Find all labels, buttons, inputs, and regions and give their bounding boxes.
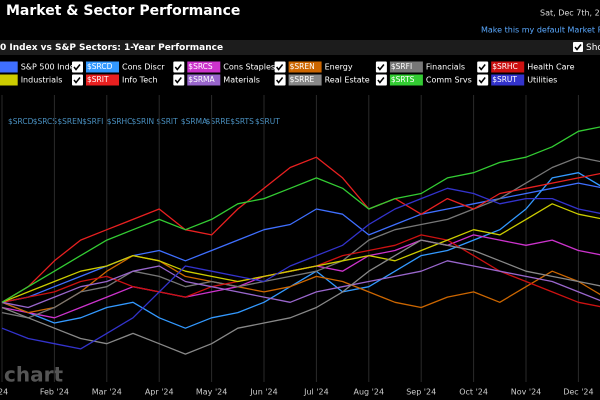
- chart-symbol: $SRMA: [181, 117, 208, 126]
- chart-symbol: $SRCD: [8, 117, 34, 126]
- check: [574, 44, 582, 51]
- legend-label: Industrials: [21, 76, 63, 85]
- x-tick-label: Jun '24: [249, 388, 277, 397]
- legend-swatch: [288, 74, 322, 86]
- chart-symbol: $SRTS: [230, 117, 254, 126]
- check: [276, 64, 284, 71]
- legend-label: Cons Discr: [122, 63, 165, 72]
- legend-symbol: $SRCD: [87, 62, 113, 71]
- legend-label: Financials: [426, 63, 465, 72]
- legend-symbol: $SRMA: [188, 75, 215, 84]
- legend-label: S&P 500 Index: [21, 63, 80, 72]
- x-tick-label: Dec '24: [563, 388, 593, 397]
- series-line: [1, 260, 600, 309]
- plot-area: [0, 95, 600, 382]
- legend-symbol: $SRRE: [290, 75, 315, 84]
- legend-symbol: $SRIT: [87, 75, 109, 84]
- x-tick-label: '24: [0, 388, 8, 397]
- series-line: [1, 172, 600, 329]
- legend-label: Comm Srvs: [426, 76, 472, 85]
- series-line: [1, 187, 600, 350]
- chart-symbol: $SRCS: [33, 117, 58, 126]
- legend-symbol: $SRUT: [492, 75, 517, 84]
- chart-symbol: $SRRE: [206, 117, 231, 126]
- legend-label: Health Care: [527, 63, 574, 72]
- page-title: Market & Sector Performance: [6, 3, 240, 19]
- check: [377, 64, 385, 71]
- check: [174, 77, 182, 84]
- legend-swatch: [288, 61, 322, 73]
- series-line: [1, 203, 600, 303]
- chart-header: [0, 40, 600, 55]
- chart-symbol: $SRIN: [132, 117, 155, 126]
- series-line: [1, 239, 600, 355]
- check: [276, 77, 284, 84]
- legend-label: Utilities: [527, 76, 557, 85]
- legend-swatch: [389, 74, 423, 86]
- chart-symbol: $SRHC: [107, 117, 133, 126]
- legend-swatch: [86, 61, 119, 73]
- default-link[interactable]: Make this my default Market Perform: [481, 26, 600, 35]
- chart-symbol: $SRIT: [156, 117, 178, 126]
- x-tick-label: Apr '24: [145, 388, 174, 397]
- legend-swatch: [187, 61, 221, 73]
- legend-swatch: [187, 74, 221, 86]
- x-tick-label: Aug '24: [354, 388, 385, 397]
- check: [377, 77, 385, 84]
- show-label: Show: [586, 43, 600, 53]
- legend-swatch: [0, 74, 18, 86]
- legend-label: Materials: [223, 76, 260, 85]
- legend-label: Real Estate: [325, 76, 370, 85]
- chart-symbol: $SREN: [57, 117, 82, 126]
- legend-swatch: [389, 61, 423, 73]
- check: [478, 64, 486, 71]
- check: [174, 64, 182, 71]
- series-line: [1, 182, 600, 303]
- legend-symbol: $SRCS: [188, 62, 213, 71]
- legend-label: Info Tech: [122, 76, 158, 85]
- check: [478, 77, 486, 84]
- legend-label: Cons Staples: [223, 63, 275, 72]
- legend-symbol: $SRTS: [391, 75, 415, 84]
- series-line: [1, 254, 600, 314]
- watermark: chart: [4, 363, 63, 387]
- legend-swatch: [491, 61, 525, 73]
- series-line: [1, 156, 600, 319]
- legend-label: Energy: [325, 63, 353, 72]
- series-group: [1, 126, 600, 355]
- legend-symbol: $SRHC: [492, 62, 518, 71]
- chart-symbol: $SRUT: [255, 117, 280, 126]
- x-tick-label: Jul '24: [303, 388, 329, 397]
- check: [73, 77, 81, 84]
- chart-symbol: $SRFI: [82, 117, 103, 126]
- x-tick-label: Mar '24: [92, 388, 122, 397]
- series-line: [1, 126, 600, 303]
- chart-title: 0 Index vs S&P Sectors: 1-Year Performan…: [0, 43, 223, 53]
- check: [73, 64, 81, 71]
- date: Sat, Dec 7th, 2024: [540, 9, 600, 18]
- legend-symbol: $SRFI: [391, 62, 412, 71]
- legend-swatch: [491, 74, 525, 86]
- x-tick-label: Nov '24: [511, 388, 542, 397]
- x-tick-label: Oct '24: [459, 388, 488, 397]
- legend-swatch: [86, 74, 119, 86]
- x-tick-label: Sep '24: [406, 388, 436, 397]
- series-line: [1, 156, 600, 303]
- x-tick-label: Feb '24: [40, 388, 69, 397]
- legend-symbol: $SREN: [290, 62, 315, 71]
- legend-swatch: [0, 61, 18, 73]
- show-checkbox[interactable]: [573, 42, 583, 52]
- x-tick-label: May '24: [196, 388, 227, 397]
